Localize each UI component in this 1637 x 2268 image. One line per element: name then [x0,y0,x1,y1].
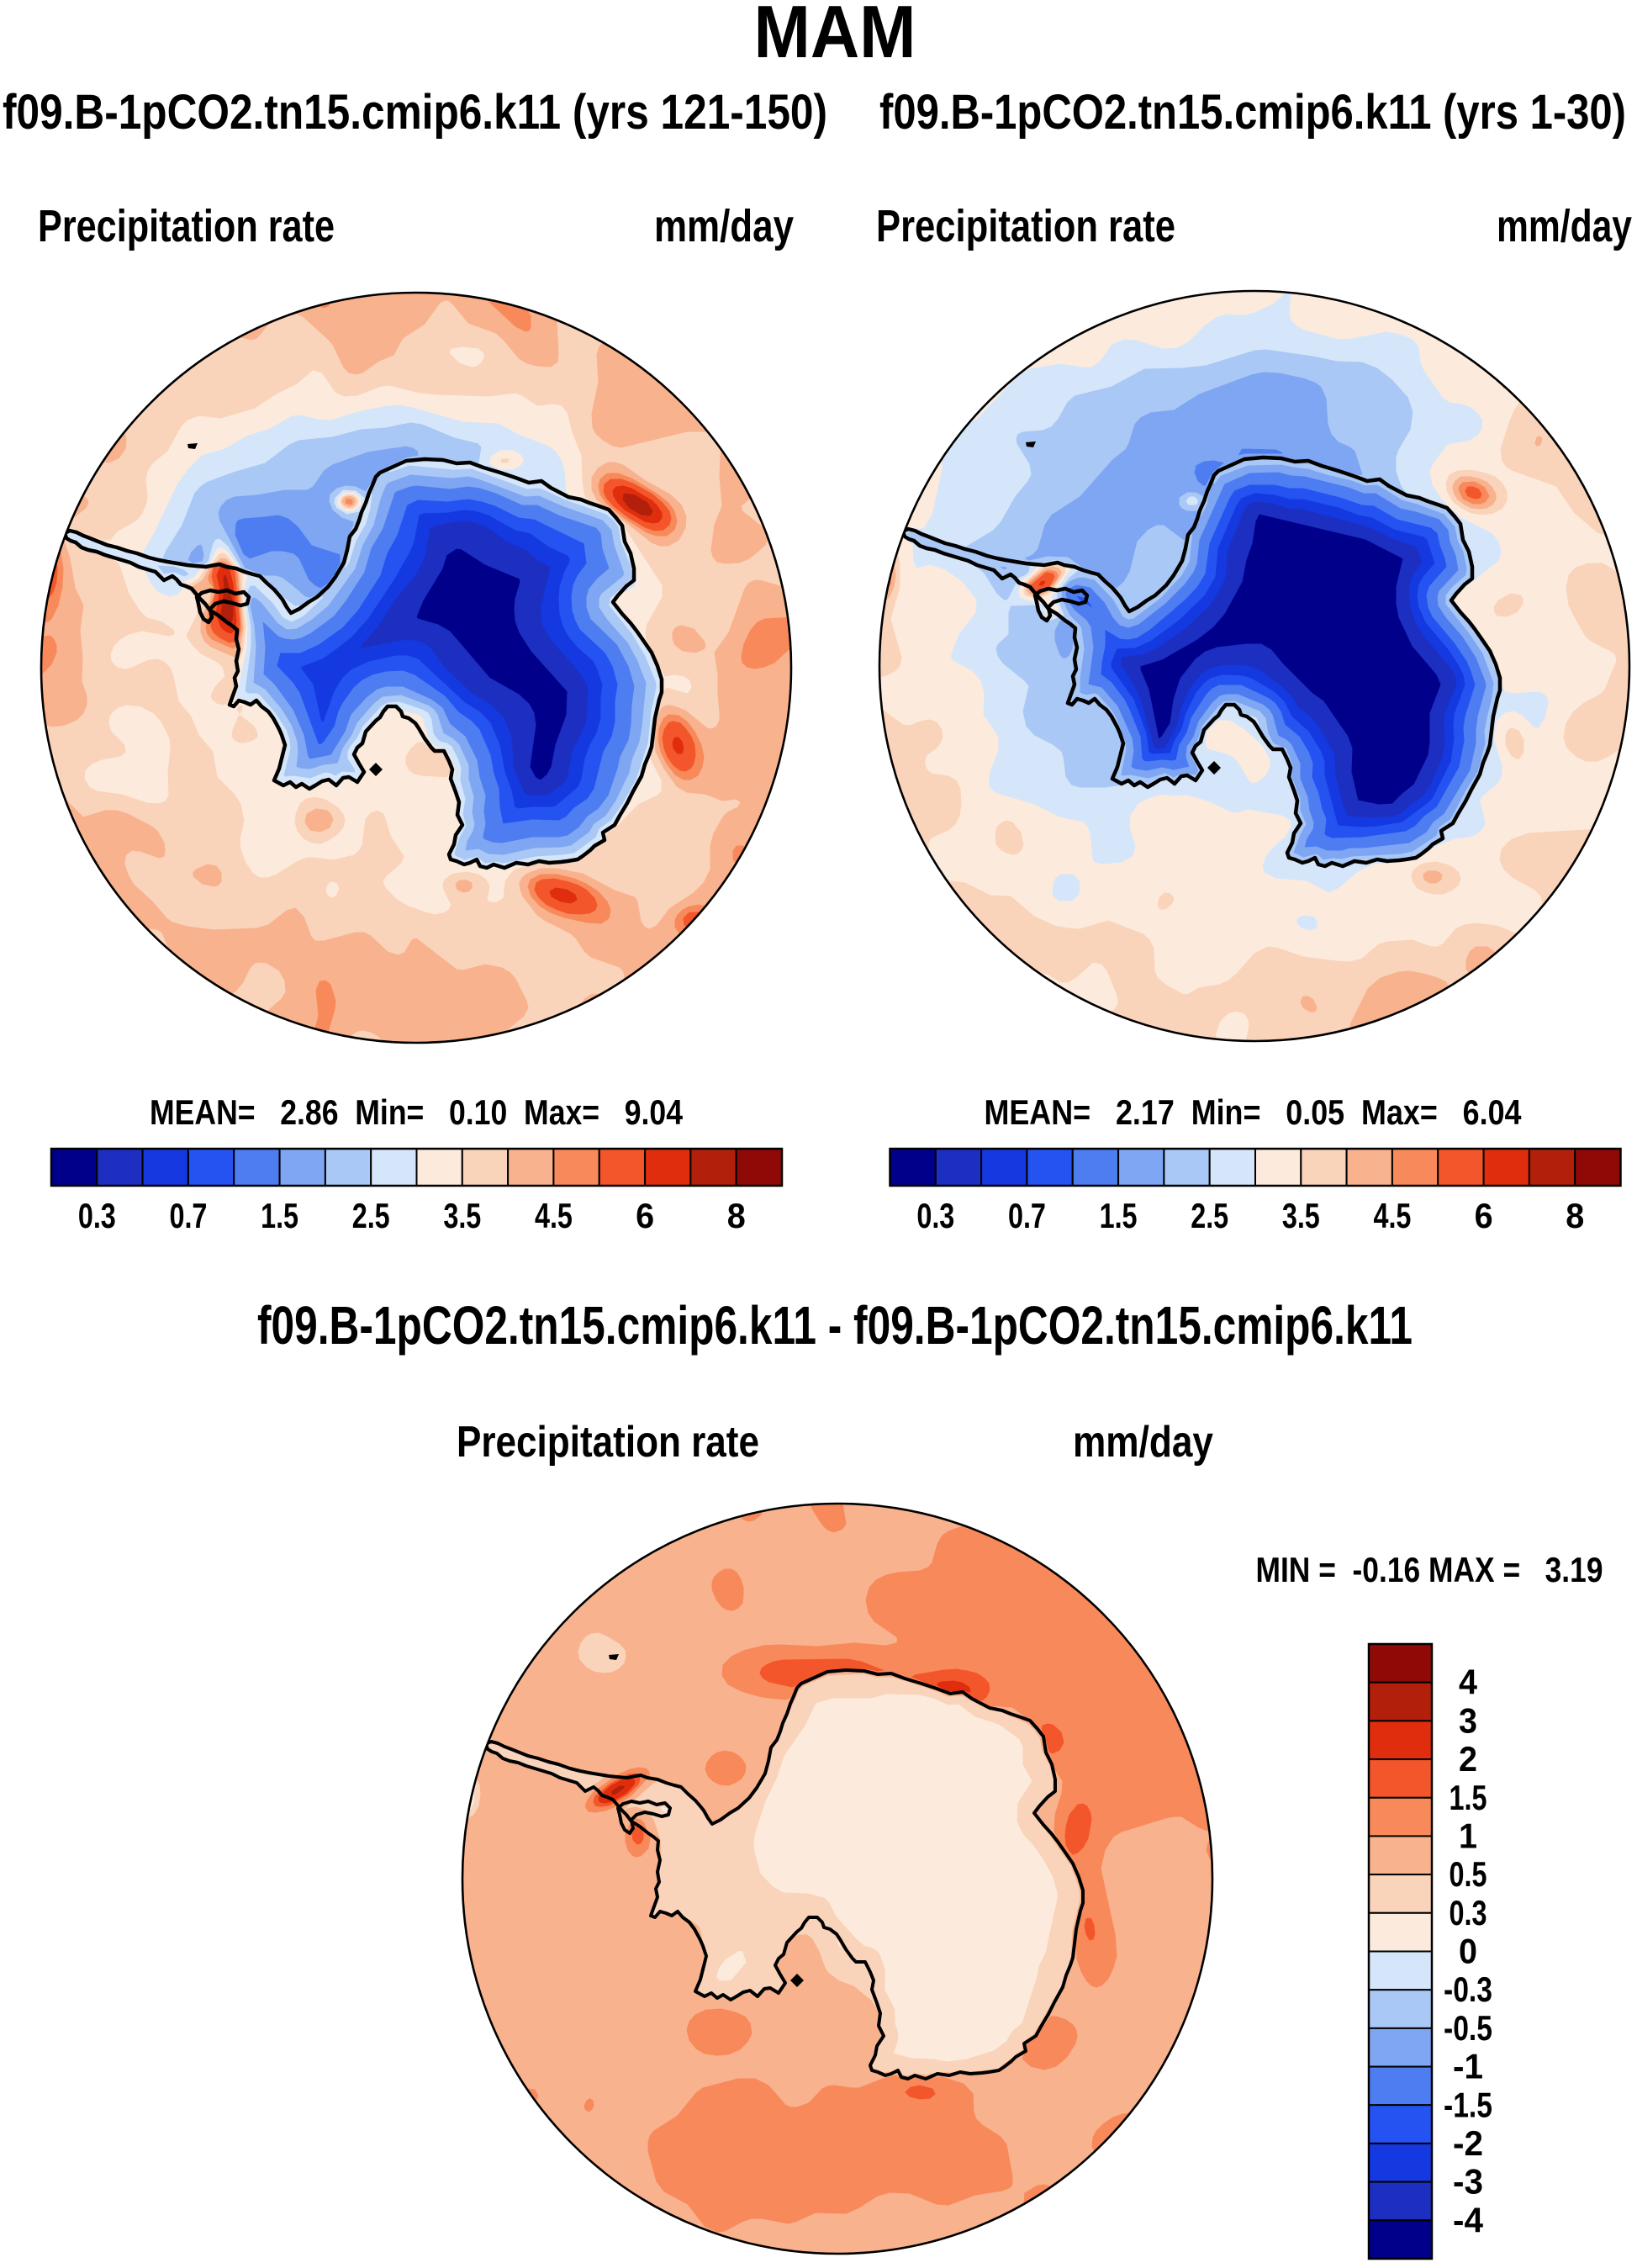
svg-text:f09.B-1pCO2.tn15.cmip6.k11 (yr: f09.B-1pCO2.tn15.cmip6.k11 (yrs 121-150) [3,85,827,140]
svg-text:0.3: 0.3 [1450,1893,1487,1932]
svg-text:2: 2 [1459,1739,1477,1779]
svg-text:f09.B-1pCO2.tn15.cmip6.k11 - f: f09.B-1pCO2.tn15.cmip6.k11 - f09.B-1pCO2… [257,1295,1413,1356]
svg-text:mm/day: mm/day [654,201,794,251]
svg-text:-0.3: -0.3 [1444,1969,1492,2009]
svg-text:1.5: 1.5 [1450,1778,1487,1817]
svg-text:MEAN= 2.86 Min= 0.10 Max: MEAN= 2.86 Min= 0.10 Max= 9.04 [150,1092,684,1132]
svg-text:3.5: 3.5 [1282,1196,1320,1235]
svg-text:-3: -3 [1453,2162,1483,2202]
svg-text:0.7: 0.7 [1008,1196,1046,1235]
svg-text:MAM: MAM [754,0,916,73]
svg-text:-1: -1 [1453,2047,1483,2086]
svg-text:Precipitation rate: Precipitation rate [876,201,1175,251]
svg-text:2.5: 2.5 [1191,1196,1228,1235]
svg-text:4: 4 [1459,1663,1478,1702]
svg-text:4.5: 4.5 [1373,1196,1411,1235]
svg-text:8: 8 [727,1196,746,1235]
svg-text:Precipitation rate: Precipitation rate [38,201,335,251]
svg-text:-0.5: -0.5 [1444,2008,1492,2048]
svg-text:-1.5: -1.5 [1444,2085,1492,2124]
svg-text:0.5: 0.5 [1450,1854,1487,1894]
svg-text:-2: -2 [1453,2123,1483,2163]
svg-text:1.5: 1.5 [261,1196,298,1235]
svg-text:0: 0 [1459,1932,1477,1971]
svg-text:1: 1 [1459,1816,1477,1855]
svg-text:mm/day: mm/day [1073,1418,1213,1467]
svg-text:f09.B-1pCO2.tn15.cmip6.k11 (yr: f09.B-1pCO2.tn15.cmip6.k11 (yrs 1-30) [879,85,1626,140]
svg-text:4.5: 4.5 [535,1196,573,1235]
svg-text:MIN = -0.16 MAX = 3.19: MIN = -0.16 MAX = 3.19 [1256,1550,1603,1589]
svg-text:0.3: 0.3 [78,1196,116,1235]
svg-text:0.3: 0.3 [916,1196,954,1235]
svg-text:6: 6 [1475,1196,1493,1235]
svg-text:3.5: 3.5 [443,1196,481,1235]
svg-text:3: 3 [1459,1700,1477,1740]
svg-text:Precipitation rate: Precipitation rate [457,1418,759,1467]
svg-text:6: 6 [636,1196,654,1235]
svg-text:8: 8 [1566,1196,1584,1235]
svg-text:1.5: 1.5 [1100,1196,1138,1235]
svg-text:2.5: 2.5 [352,1196,390,1235]
svg-text:0.7: 0.7 [169,1196,207,1235]
svg-text:MEAN= 2.17 Min= 0.05 Max: MEAN= 2.17 Min= 0.05 Max= 6.04 [985,1092,1523,1132]
svg-text:mm/day: mm/day [1497,201,1632,251]
svg-text:-4: -4 [1453,2200,1484,2239]
